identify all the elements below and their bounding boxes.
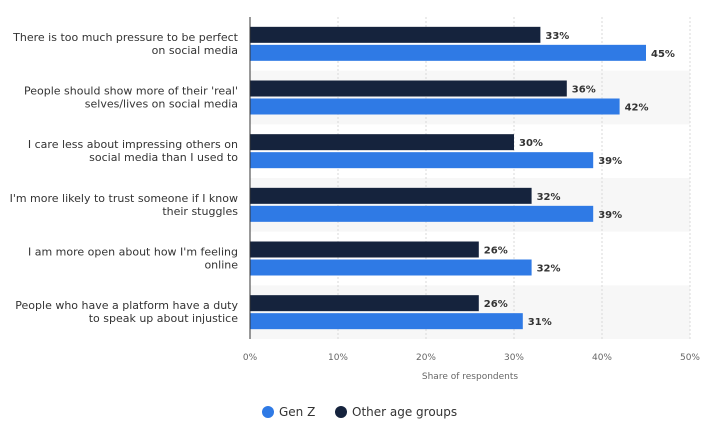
legend-label: Other age groups <box>352 405 457 419</box>
category-label: I am more open about how I'm feeling onli… <box>28 246 238 272</box>
category-label-line: I'm more likely to trust someone if I kn… <box>10 192 238 205</box>
bar <box>250 295 479 312</box>
data-label: 39% <box>598 156 622 167</box>
bar <box>250 241 479 258</box>
bar <box>250 26 541 43</box>
data-label: 26% <box>484 246 508 257</box>
x-tick-label: 50% <box>680 353 700 363</box>
legend: Gen Z Other age groups <box>262 405 457 419</box>
legend-label: Gen Z <box>279 405 315 419</box>
x-tick-label: 10% <box>328 353 348 363</box>
x-tick-label: 40% <box>592 353 612 363</box>
category-label: There is too much pressure to be perfect… <box>12 31 239 57</box>
category-band <box>250 178 690 232</box>
category-label-line: selves/lives on social media <box>85 98 238 111</box>
data-label: 32% <box>537 264 561 275</box>
category-label-line: on social media <box>152 44 238 57</box>
category-label-line: their stuggles <box>162 205 238 218</box>
x-tick-label: 0% <box>243 353 258 363</box>
category-label: People who have a platform have a duty to… <box>15 299 238 325</box>
data-label: 39% <box>598 210 622 221</box>
bar <box>250 152 594 169</box>
data-label: 36% <box>572 85 596 96</box>
grid-lines <box>337 17 691 339</box>
category-label-line: I care less about impressing others on <box>28 138 238 151</box>
category-labels: There is too much pressure to be perfect… <box>10 31 239 325</box>
category-label-line: social media than I used to <box>89 151 238 164</box>
data-label: 45% <box>651 49 675 60</box>
category-label-line: There is too much pressure to be perfect <box>12 31 239 44</box>
bar <box>250 313 523 330</box>
category-label-line: online <box>204 259 238 272</box>
category-label-line: to speak up about injustice <box>89 312 239 325</box>
category-label-line: I am more open about how I'm feeling <box>28 246 238 259</box>
legend-marker <box>262 406 274 418</box>
category-label: I'm more likely to trust someone if I kn… <box>10 192 239 218</box>
category-label-line: People should show more of their 'real' <box>24 85 238 98</box>
category-label-line: People who have a platform have a duty <box>15 299 238 312</box>
x-tick-labels: 0% 10% 20% 30% 40% 50% <box>243 353 701 363</box>
x-tick-label: 20% <box>416 353 436 363</box>
data-label: 42% <box>625 103 649 114</box>
category-label: People should show more of their 'real' s… <box>24 85 238 111</box>
x-tick-label: 30% <box>504 353 524 363</box>
bar <box>250 80 567 97</box>
data-label: 33% <box>545 31 569 42</box>
bar <box>250 44 646 61</box>
category-band <box>250 285 690 339</box>
bar <box>250 205 594 222</box>
data-label: 30% <box>519 138 543 149</box>
legend-marker <box>335 406 347 418</box>
bar <box>250 134 514 151</box>
bar <box>250 259 532 276</box>
x-axis-title: Share of respondents <box>422 372 519 382</box>
category-label: I care less about impressing others on so… <box>28 138 238 164</box>
bar <box>250 187 532 204</box>
category-band <box>250 70 690 125</box>
bar <box>250 98 620 115</box>
data-label: 31% <box>528 317 552 328</box>
category-bands <box>250 70 690 339</box>
bars: 33% 36% 30% 32% 26% 26% 45% 42% 39% 39% 32% 31% <box>250 26 675 330</box>
data-label: 32% <box>537 192 561 203</box>
data-label: 26% <box>484 299 508 310</box>
